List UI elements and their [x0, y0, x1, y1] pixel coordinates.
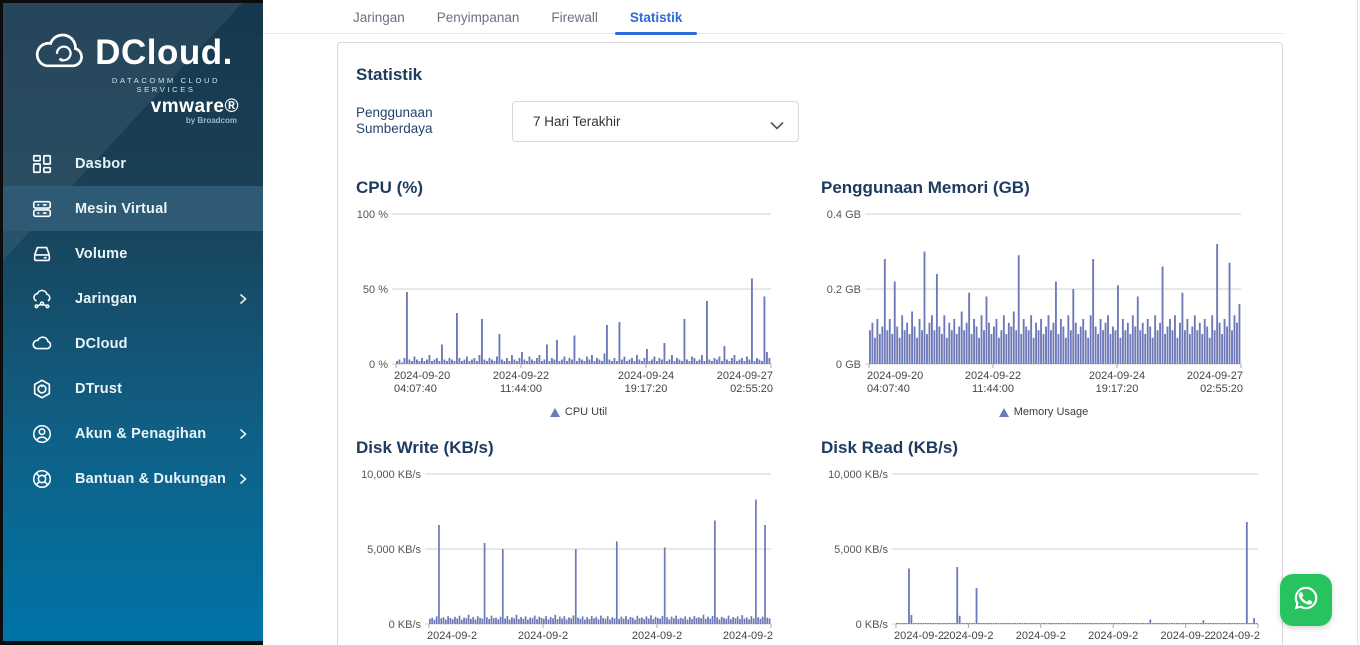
volume-icon: [31, 243, 53, 265]
svg-text:0 %: 0 %: [369, 359, 388, 371]
sidebar-item-label: DCloud: [75, 336, 128, 352]
svg-text:2024-09-2211:44:00: 2024-09-2211:44:00: [493, 370, 549, 395]
charts-grid: CPU (%) 100 % 50 % 0 % 2024-09-2004:07:40 20…: [356, 178, 1264, 645]
svg-text:2024-09-2004:07:40: 2024-09-2004:07:40: [394, 370, 450, 395]
chart-legend: CPU Util: [356, 406, 801, 418]
support-icon: [31, 468, 53, 490]
vmware-byline: by Broadcom: [21, 116, 237, 125]
svg-text:2024-09-2: 2024-09-2: [1210, 630, 1260, 642]
cpu-chart: CPU (%) 100 % 50 % 0 % 2024-09-2004:07:40 20…: [356, 178, 801, 418]
brand-name: DCloud.: [95, 33, 233, 73]
svg-text:0 KB/s: 0 KB/s: [856, 619, 889, 631]
svg-text:10,000 KB/s: 10,000 KB/s: [361, 469, 421, 481]
sidebar-item-dtrust[interactable]: DTrust: [3, 366, 263, 411]
svg-text:2024-09-2: 2024-09-2: [723, 630, 773, 642]
sidebar-item-label: Akun & Penagihan: [75, 426, 206, 442]
sidebar-item-dasbor[interactable]: Dasbor: [3, 141, 263, 186]
chevron-right-icon: [239, 293, 247, 305]
sidebar-item-dcloud[interactable]: DCloud: [3, 321, 263, 366]
svg-text:50 %: 50 %: [363, 284, 388, 296]
chevron-down-icon: [770, 117, 784, 126]
chevron-right-icon: [239, 428, 247, 440]
virtual-machine-icon: [31, 198, 53, 220]
memory-chart-plot: 0.4 GB 0.2 GB 0 GB 2024-09-2004:07:40 2024-0…: [821, 208, 1266, 402]
chart-legend: Memory Usage: [821, 406, 1266, 418]
sidebar-item-label: Dasbor: [75, 156, 126, 172]
chart-title: Penggunaan Memori (GB): [821, 178, 1266, 198]
legend-label: Memory Usage: [1014, 406, 1089, 418]
svg-text:2024-09-2: 2024-09-2: [518, 630, 568, 642]
tab-jaringan[interactable]: Jaringan: [337, 1, 421, 33]
time-range-select[interactable]: 7 Hari Terakhir: [512, 101, 799, 142]
memory-chart: Penggunaan Memori (GB) 0.4 GB 0.2 GB 0 GB 2…: [821, 178, 1266, 418]
chart-title: CPU (%): [356, 178, 801, 198]
sidebar-item-jaringan[interactable]: Jaringan: [3, 276, 263, 321]
svg-text:2024-09-2: 2024-09-2: [894, 630, 944, 642]
dcloud-cloud-icon: [33, 33, 89, 73]
disk-read-chart-plot: 10,000 KB/s5,000 KB/s0 KB/s2024-09-22024…: [821, 468, 1266, 645]
svg-text:0 KB/s: 0 KB/s: [389, 619, 422, 631]
brand-tagline: DATACOMM CLOUD SERVICES: [87, 76, 245, 94]
disk-write-chart-plot: 10,000 KB/s 5,000 KB/s 0 KB/s 2024-09-2 2024…: [356, 468, 801, 645]
svg-text:2024-09-2211:44:00: 2024-09-2211:44:00: [965, 370, 1021, 395]
svg-text:2024-09-2: 2024-09-2: [632, 630, 682, 642]
svg-text:2024-09-2: 2024-09-2: [1088, 630, 1138, 642]
chevron-right-icon: [239, 473, 247, 485]
vmware-logo: vmware®: [21, 96, 239, 118]
cpu-chart-plot: 100 % 50 % 0 % 2024-09-2004:07:40 2024-09-22…: [356, 208, 801, 402]
legend-marker-icon: [550, 408, 560, 417]
svg-text:0.4 GB: 0.4 GB: [827, 209, 861, 221]
tab-bar: Jaringan Penyimpanan Firewall Statistik: [263, 0, 1283, 34]
svg-text:2024-09-2: 2024-09-2: [943, 630, 993, 642]
main-content: Jaringan Penyimpanan Firewall Statistik …: [263, 0, 1360, 645]
svg-text:100 %: 100 %: [357, 209, 388, 221]
svg-text:2024-09-2702:55:20: 2024-09-2702:55:20: [1187, 370, 1243, 395]
sidebar: DCloud. DATACOMM CLOUD SERVICES vmware® …: [0, 0, 263, 645]
page-title: Statistik: [356, 65, 1264, 85]
svg-text:2024-09-2: 2024-09-2: [1016, 630, 1066, 642]
filter-row: Penggunaan Sumberdaya 7 Hari Terakhir: [356, 101, 1264, 142]
legend-label: CPU Util: [565, 406, 607, 418]
tab-firewall[interactable]: Firewall: [535, 1, 614, 33]
statistics-panel: Statistik Penggunaan Sumberdaya 7 Hari T…: [337, 42, 1283, 645]
sidebar-item-akun-penagihan[interactable]: Akun & Penagihan: [3, 411, 263, 456]
svg-text:2024-09-2419:17:20: 2024-09-2419:17:20: [618, 370, 674, 395]
time-range-value: 7 Hari Terakhir: [533, 114, 621, 129]
svg-text:0 GB: 0 GB: [836, 359, 861, 371]
network-icon: [31, 288, 53, 310]
cloud-icon: [31, 333, 53, 355]
svg-text:0.2 GB: 0.2 GB: [827, 284, 861, 296]
svg-text:5,000 KB/s: 5,000 KB/s: [834, 544, 888, 556]
legend-marker-icon: [999, 408, 1009, 417]
whatsapp-button[interactable]: [1280, 574, 1332, 626]
svg-text:2024-09-2: 2024-09-2: [1161, 630, 1211, 642]
sidebar-item-mesin-virtual[interactable]: Mesin Virtual: [3, 186, 263, 231]
tab-statistik[interactable]: Statistik: [614, 1, 699, 33]
dashboard-icon: [31, 153, 53, 175]
disk-read-chart: Disk Read (KB/s) 10,000 KB/s 5,000 KB/s 0 …: [821, 438, 1266, 645]
sidebar-item-volume[interactable]: Volume: [3, 231, 263, 276]
disk-write-chart: Disk Write (KB/s) 10,000 KB/s 5,000 KB/s 0…: [356, 438, 801, 645]
svg-text:2024-09-2702:55:20: 2024-09-2702:55:20: [717, 370, 773, 395]
sidebar-nav: Dasbor Mesin Virtual Volume: [3, 141, 263, 501]
brand-logo: DCloud. DATACOMM CLOUD SERVICES vmware® …: [21, 33, 245, 125]
chart-title: Disk Read (KB/s): [821, 438, 1266, 458]
chart-title: Disk Write (KB/s): [356, 438, 801, 458]
sidebar-item-bantuan-dukungan[interactable]: Bantuan & Dukungan: [3, 456, 263, 501]
svg-text:2024-09-2: 2024-09-2: [427, 630, 477, 642]
filter-label: Penggunaan Sumberdaya: [356, 101, 512, 142]
account-icon: [31, 423, 53, 445]
svg-text:10,000 KB/s: 10,000 KB/s: [828, 469, 888, 481]
svg-text:2024-09-2004:07:40: 2024-09-2004:07:40: [867, 370, 923, 395]
sidebar-item-label: Bantuan & Dukungan: [75, 471, 226, 487]
sidebar-item-label: Volume: [75, 246, 128, 262]
tab-penyimpanan[interactable]: Penyimpanan: [421, 1, 536, 33]
sidebar-item-label: Jaringan: [75, 291, 137, 307]
shield-icon: [31, 378, 53, 400]
whatsapp-icon: [1290, 582, 1322, 619]
sidebar-item-label: Mesin Virtual: [75, 201, 168, 217]
svg-text:5,000 KB/s: 5,000 KB/s: [367, 544, 421, 556]
svg-text:2024-09-2419:17:20: 2024-09-2419:17:20: [1089, 370, 1145, 395]
sidebar-item-label: DTrust: [75, 381, 122, 397]
